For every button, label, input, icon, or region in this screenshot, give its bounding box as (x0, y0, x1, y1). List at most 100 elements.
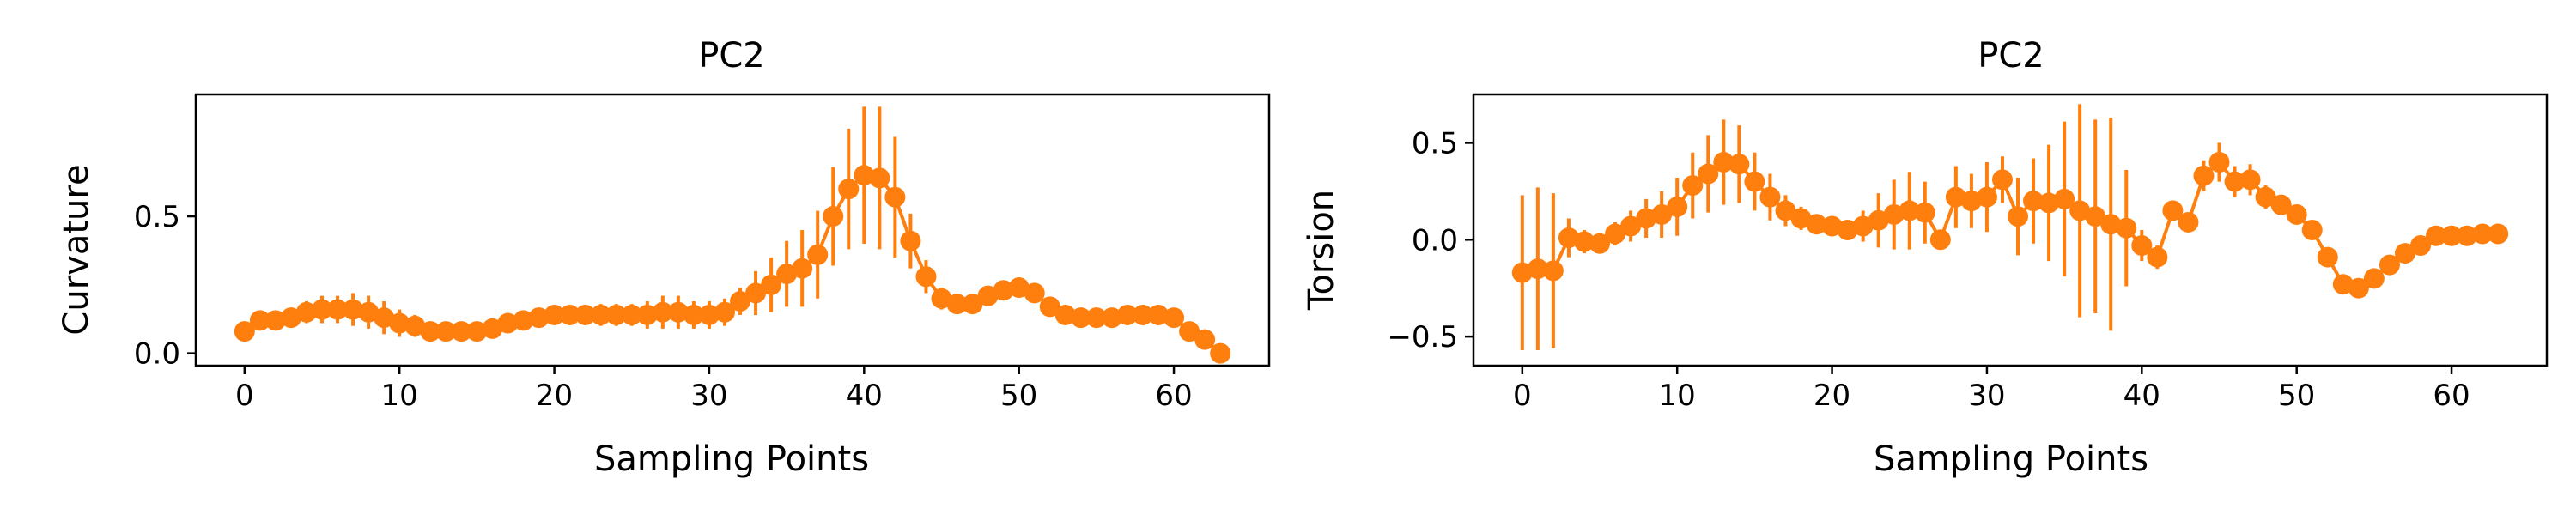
data-point (2409, 235, 2431, 257)
data-point (2131, 235, 2153, 257)
data-point (854, 165, 875, 186)
x-tick-label: 60 (2433, 379, 2470, 413)
data-point (2301, 220, 2323, 240)
data-point (312, 299, 333, 320)
data-point (1573, 231, 1595, 252)
data-point (1179, 321, 1200, 342)
data-point (1790, 208, 1812, 229)
data-point (1116, 304, 1138, 325)
data-point (482, 318, 503, 339)
data-point (2317, 246, 2338, 268)
data-point (884, 186, 906, 208)
data-point (389, 312, 410, 334)
data-point (1070, 307, 1091, 329)
data-point (683, 304, 704, 325)
data-point (1837, 220, 1858, 240)
data-point (1605, 223, 1626, 245)
data-point (1148, 304, 1170, 325)
data-point (1744, 171, 1765, 192)
data-point (776, 264, 798, 285)
data-point (761, 274, 782, 295)
data-point (1194, 329, 1216, 350)
data-point (1682, 175, 1704, 197)
data-point (1698, 163, 1719, 185)
data-point (2488, 223, 2509, 245)
data-point (1852, 215, 1874, 237)
y-tick-label: −0.5 (1387, 320, 1458, 354)
data-point (2023, 191, 2044, 212)
data-point (962, 294, 983, 315)
data-point (1651, 203, 1673, 225)
data-point (264, 310, 286, 331)
data-point (1868, 209, 1889, 231)
data-point (636, 304, 658, 325)
data-point (343, 299, 364, 320)
data-point (234, 321, 255, 342)
data-point (2085, 206, 2106, 227)
data-point (1054, 304, 1076, 325)
data-point (1976, 186, 1997, 208)
data-point (792, 258, 813, 279)
data-point (745, 282, 767, 304)
data-point (714, 301, 735, 323)
data-point (2116, 217, 2137, 239)
data-point (1775, 200, 1796, 221)
series-line (1522, 160, 2499, 290)
data-point (900, 230, 921, 251)
data-point (2255, 186, 2276, 208)
data-point (2038, 192, 2060, 214)
data-point (2008, 206, 2029, 227)
data-point (528, 307, 550, 329)
data-point (420, 321, 441, 342)
y-axis-label: Curvature (57, 164, 96, 335)
data-point (931, 288, 952, 309)
data-point (295, 301, 317, 323)
data-point (590, 304, 611, 325)
data-point (1085, 307, 1107, 329)
x-tick-label: 20 (1814, 379, 1850, 413)
data-point (1945, 186, 1966, 208)
data-point (2441, 225, 2463, 246)
data-point (2069, 200, 2091, 221)
data-point (435, 321, 457, 342)
data-point (1899, 200, 1920, 221)
data-point (946, 294, 968, 315)
data-point (2472, 223, 2494, 245)
y-tick-label: 0.0 (1412, 223, 1458, 258)
data-point (1821, 215, 1843, 237)
curvature-panel: PC2 Sampling Points Curvature 0 10 20 30 40 5… (57, 36, 1271, 479)
data-point (2208, 152, 2230, 173)
data-point (1589, 233, 1611, 254)
data-point (1558, 227, 1579, 249)
data-point (1542, 260, 1564, 282)
data-point (404, 315, 426, 336)
data-point (2394, 243, 2415, 264)
data-point (2379, 254, 2400, 276)
data-point (1713, 152, 1735, 173)
x-tick-label: 50 (2278, 379, 2315, 413)
data-point (869, 167, 890, 189)
data-point (652, 301, 673, 323)
data-point (2332, 274, 2354, 295)
data-point (730, 290, 751, 312)
x-tick-label: 50 (1000, 379, 1037, 413)
data-point (1008, 277, 1030, 299)
data-point (280, 307, 301, 329)
data-point (2270, 194, 2292, 215)
data-point (1806, 214, 1827, 235)
data-point (2178, 211, 2199, 233)
data-point (1620, 215, 1642, 237)
x-tick-label: 10 (1659, 379, 1696, 413)
data-point (977, 285, 999, 306)
x-tick-label: 30 (690, 379, 727, 413)
data-point (466, 321, 488, 342)
data-point (807, 244, 829, 265)
data-point (1511, 262, 1533, 283)
data-point (327, 299, 349, 320)
data-point (2193, 165, 2215, 186)
chart-title: PC2 (698, 36, 765, 76)
x-axis-label: Sampling Points (1874, 439, 2148, 479)
data-point (1024, 282, 1045, 304)
x-tick-label: 0 (235, 379, 254, 413)
